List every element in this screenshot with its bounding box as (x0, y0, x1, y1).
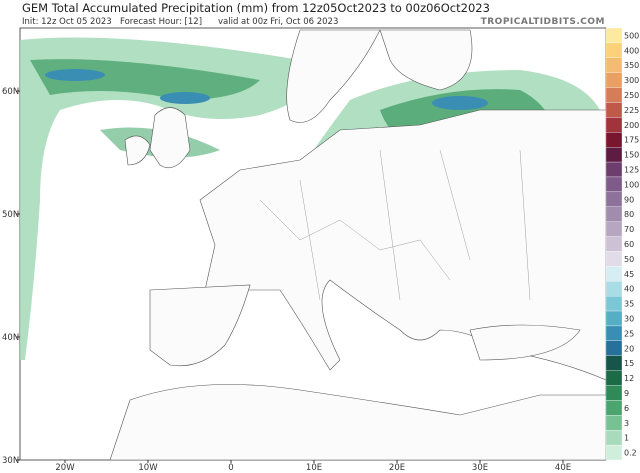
colorbar-swatch (605, 102, 623, 118)
lon-label: 0 (228, 463, 233, 473)
colorbar-swatch (605, 266, 623, 282)
colorbar-swatch (605, 117, 623, 133)
colorbar-swatch (605, 27, 623, 44)
finland (379, 29, 473, 91)
precip-core (432, 96, 488, 110)
colorbar-label: 500 (624, 31, 639, 40)
borders (259, 149, 531, 301)
colorbar: 5004003503002502252001751501251009080706… (605, 27, 639, 461)
colorbar-label: 3 (624, 419, 629, 428)
precip-area (30, 59, 260, 100)
colorbar-label: 12 (624, 374, 634, 383)
colorbar-swatch (605, 370, 623, 386)
precip-core (45, 69, 105, 81)
colorbar-label: 200 (624, 121, 639, 130)
ireland (124, 135, 151, 166)
map-content (20, 29, 606, 460)
colorbar-swatch (605, 87, 623, 103)
lon-label: 20W (55, 463, 75, 473)
lon-label: 10E (306, 463, 322, 473)
lat-label: 40N (2, 333, 19, 343)
map (19, 27, 607, 461)
colorbar-label: 60 (624, 240, 634, 249)
lon-label: 40E (555, 463, 571, 473)
colorbar-label: 125 (624, 166, 639, 175)
colorbar-swatch (605, 72, 623, 88)
colorbar-swatch (605, 191, 623, 207)
axis-labels: 60N 50N 40N 30N 20W 10W 0 10E 20E 30E 40E (2, 87, 571, 473)
lat-label: 50N (2, 210, 19, 220)
colorbar-swatch (605, 176, 623, 193)
north-africa (109, 384, 606, 460)
colorbar-swatch (605, 147, 623, 163)
precip-area (20, 37, 309, 360)
colorbar-swatch (605, 206, 623, 222)
turkey (469, 324, 581, 361)
continental-europe (199, 109, 606, 381)
colorbar-label: 100 (624, 180, 639, 189)
colorbar-swatch (605, 340, 623, 356)
lon-label: 20E (389, 463, 405, 473)
colorbar-label: 30 (624, 314, 634, 323)
colorbar-label: 40 (624, 285, 634, 294)
colorbar-swatch (605, 325, 623, 341)
source: TROPICALTIDBITS.COM (481, 17, 605, 27)
title: GEM Total Accumulated Precipitation (mm)… (22, 1, 490, 15)
colorbar-label: 1 (624, 434, 629, 443)
colorbar-swatch (605, 295, 623, 312)
great-britain (149, 107, 191, 169)
colorbar-swatch (605, 221, 623, 237)
init-time: Init: 12z Oct 05 2023 (22, 17, 112, 27)
colorbar-label: 350 (624, 61, 639, 70)
lon-label: 30E (472, 463, 488, 473)
colorbar-label: 150 (624, 151, 639, 160)
colorbar-swatch (605, 251, 623, 267)
colorbar-label: 15 (624, 359, 634, 368)
precip-core (160, 92, 210, 104)
colorbar-label: 250 (624, 91, 639, 100)
colorbar-label: 0.2 (624, 449, 637, 458)
colorbar-label: 300 (624, 76, 639, 85)
colorbar-swatch (605, 444, 623, 461)
lat-label: 60N (2, 87, 19, 97)
colorbar-label: 25 (624, 329, 634, 338)
colorbar-swatch (605, 430, 623, 446)
scandinavia (286, 29, 381, 123)
colorbar-label: 175 (624, 136, 639, 145)
colorbar-swatch (605, 385, 623, 401)
colorbar-label: 9 (624, 389, 629, 398)
lat-label: 30N (2, 456, 19, 466)
colorbar-swatch (605, 355, 623, 371)
colorbar-label: 225 (624, 106, 639, 115)
colorbar-label: 80 (624, 210, 634, 219)
colorbar-label: 6 (624, 404, 629, 413)
iberia (149, 284, 251, 367)
colorbar-swatch (605, 161, 623, 178)
colorbar-label: 70 (624, 225, 634, 234)
colorbar-swatch (605, 400, 623, 416)
colorbar-label: 50 (624, 255, 634, 264)
valid-time: valid at 00z Fri, Oct 06 2023 (218, 17, 338, 27)
colorbar-label: 400 (624, 46, 639, 55)
colorbar-swatch (605, 310, 623, 327)
forecast-hour: Forecast Hour: [12] (120, 17, 202, 27)
colorbar-swatch (605, 57, 623, 73)
colorbar-label: 45 (624, 270, 634, 279)
colorbar-swatch (605, 281, 623, 297)
colorbar-swatch (605, 42, 623, 58)
colorbar-swatch (605, 132, 623, 148)
colorbar-label: 20 (624, 344, 634, 353)
colorbar-label: 90 (624, 195, 634, 204)
colorbar-label: 35 (624, 300, 634, 309)
colorbar-swatch (605, 415, 623, 431)
colorbar-swatch (605, 236, 623, 252)
lon-label: 10W (138, 463, 158, 473)
